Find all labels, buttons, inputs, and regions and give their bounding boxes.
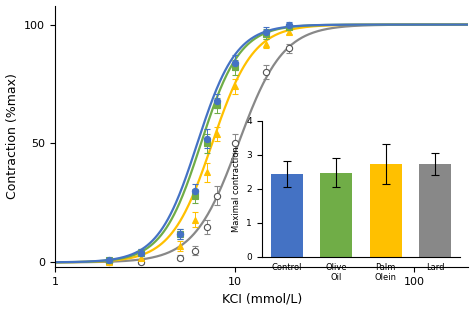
X-axis label: KCI (mmol/L): KCI (mmol/L) — [221, 292, 302, 305]
Y-axis label: Contraction (%max): Contraction (%max) — [6, 73, 18, 199]
